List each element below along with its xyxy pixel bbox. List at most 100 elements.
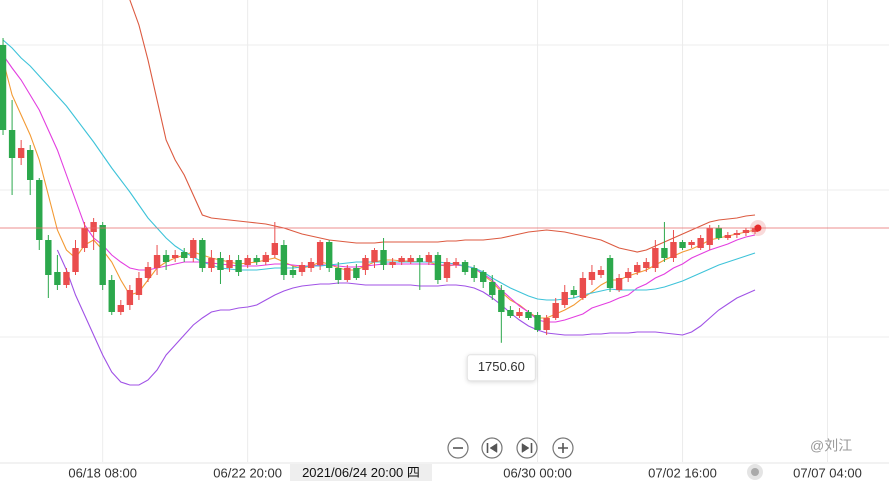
candle-body: [724, 235, 732, 238]
candle-body: [262, 255, 269, 262]
candle-body: [298, 265, 306, 272]
candle-body: [289, 270, 297, 275]
candle-body: [461, 262, 469, 272]
candle-body: [27, 150, 34, 180]
candle-body: [171, 255, 179, 258]
candle-body: [398, 258, 405, 262]
candle-body: [470, 268, 478, 278]
candle-body: [489, 282, 496, 295]
next-button[interactable]: [516, 437, 538, 459]
indicator-line: [2, 54, 756, 323]
watermark: @刘江: [810, 438, 852, 454]
candle-body: [271, 243, 279, 255]
candle-body: [543, 318, 550, 330]
candle-body: [516, 312, 523, 316]
candle-body: [126, 290, 134, 305]
candle-body: [45, 240, 52, 275]
candle-body: [679, 242, 686, 248]
indicator-line: [2, 59, 756, 319]
candle-body: [117, 305, 125, 312]
candle-body: [615, 278, 623, 290]
candle-body: [371, 250, 378, 262]
candle-body: [135, 278, 143, 295]
last-price-dot: [754, 224, 762, 232]
candle-body: [181, 252, 188, 258]
candle-body: [661, 248, 668, 258]
candle-body: [0, 45, 7, 130]
candle-body: [443, 262, 451, 278]
candle-body: [99, 225, 106, 285]
candle-body: [235, 260, 242, 272]
x-tick-label: 07/07 04:00: [793, 465, 862, 480]
latest-button[interactable]: [747, 464, 763, 480]
indicator-line: [2, 39, 756, 301]
x-tick-label: 06/18 08:00: [68, 465, 137, 480]
crosshair-label-box: [290, 464, 432, 481]
candle-body: [425, 255, 433, 262]
candle-body: [162, 255, 170, 262]
crosshair-label: 2021/06/24 20:00 四: [302, 465, 420, 480]
candle-body: [36, 180, 43, 240]
candle-body: [624, 272, 632, 278]
candle-body: [534, 315, 541, 330]
candle-body: [697, 238, 704, 248]
candle-body: [217, 258, 224, 270]
candle-body: [634, 265, 641, 272]
candle-body: [742, 230, 750, 233]
candle-body: [325, 242, 333, 268]
x-tick-label: 06/22 20:00: [213, 465, 282, 480]
candle-body: [570, 290, 578, 295]
candle-body: [8, 130, 16, 158]
zoom-out-button[interactable]: [447, 437, 469, 459]
candle-body: [525, 312, 532, 318]
x-tick-label: 06/30 00:00: [503, 465, 572, 480]
candle-body: [90, 222, 97, 232]
min-label: 1750.60: [478, 359, 525, 374]
candle-body: [561, 292, 568, 305]
candle-body: [307, 262, 315, 268]
candle-body: [226, 260, 233, 268]
x-tick-label: 07/02 16:00: [648, 465, 717, 480]
candle-body: [144, 267, 152, 278]
candle-body: [17, 148, 25, 158]
candle-body: [153, 255, 161, 268]
indicator-line: [56, 249, 756, 386]
candle-body: [199, 240, 206, 268]
min-label-box: [466, 354, 536, 382]
candle-body: [190, 240, 197, 258]
zoom-controls: [447, 437, 574, 459]
candle-body: [108, 280, 115, 312]
candle-body: [416, 258, 423, 262]
plot-area: 1750.60: [0, 0, 889, 386]
zoom-in-button[interactable]: [552, 437, 574, 459]
x-axis: 06/18 08:00 06/22 20:00 06/30 00:00 07/02 1…: [68, 465, 861, 480]
candle-body: [480, 272, 487, 282]
candle-body: [316, 242, 324, 265]
candle-body: [597, 270, 605, 275]
candle-body: [353, 268, 360, 278]
candle-body: [715, 228, 722, 238]
candle-body: [407, 258, 414, 262]
candle-body: [253, 258, 260, 262]
candle-body: [452, 262, 460, 265]
candle-body: [63, 272, 70, 285]
candle-body: [344, 268, 351, 280]
candle-body: [244, 258, 251, 265]
candle-body: [588, 272, 596, 280]
candle-body: [652, 248, 659, 268]
candle-body: [498, 290, 505, 312]
candle-body: [362, 258, 369, 270]
candle-body: [389, 262, 396, 265]
prev-button[interactable]: [481, 437, 503, 459]
candle-body: [72, 248, 79, 272]
candle-body: [54, 272, 61, 285]
candle-body: [643, 262, 650, 268]
candle-body: [380, 250, 387, 265]
candle-body: [552, 303, 559, 318]
candle-body: [81, 228, 88, 248]
candle-body: [280, 245, 288, 275]
candle-body: [507, 310, 514, 316]
candle-body: [208, 258, 215, 268]
x-axis-band: [0, 462, 889, 481]
